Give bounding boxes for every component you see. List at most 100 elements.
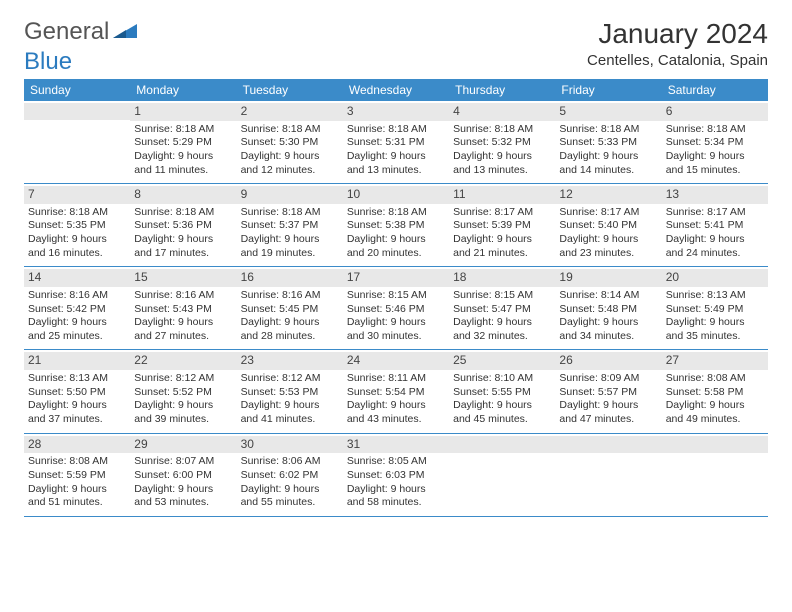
day-cell: 11Sunrise: 8:17 AMSunset: 5:39 PMDayligh… xyxy=(449,184,555,266)
daylight-text: Daylight: 9 hours and 55 minutes. xyxy=(241,483,339,510)
day-info: Sunrise: 8:18 AMSunset: 5:36 PMDaylight:… xyxy=(134,206,232,261)
sunset-text: Sunset: 5:47 PM xyxy=(453,303,551,317)
sunrise-text: Sunrise: 8:12 AM xyxy=(134,372,232,386)
week-row: 21Sunrise: 8:13 AMSunset: 5:50 PMDayligh… xyxy=(24,350,768,433)
sunset-text: Sunset: 5:30 PM xyxy=(241,136,339,150)
sunrise-text: Sunrise: 8:06 AM xyxy=(241,455,339,469)
day-cell: 4Sunrise: 8:18 AMSunset: 5:32 PMDaylight… xyxy=(449,101,555,183)
sunset-text: Sunset: 5:41 PM xyxy=(666,219,764,233)
sunset-text: Sunset: 5:57 PM xyxy=(559,386,657,400)
daylight-text: Daylight: 9 hours and 49 minutes. xyxy=(666,399,764,426)
logo-text-general: General xyxy=(24,18,109,46)
day-info: Sunrise: 8:15 AMSunset: 5:47 PMDaylight:… xyxy=(453,289,551,344)
day-info: Sunrise: 8:17 AMSunset: 5:39 PMDaylight:… xyxy=(453,206,551,261)
day-info: Sunrise: 8:18 AMSunset: 5:33 PMDaylight:… xyxy=(559,123,657,178)
day-cell: 2Sunrise: 8:18 AMSunset: 5:30 PMDaylight… xyxy=(237,101,343,183)
day-info: Sunrise: 8:08 AMSunset: 5:58 PMDaylight:… xyxy=(666,372,764,427)
day-number: 3 xyxy=(343,103,449,121)
sunset-text: Sunset: 5:43 PM xyxy=(134,303,232,317)
daylight-text: Daylight: 9 hours and 19 minutes. xyxy=(241,233,339,260)
daylight-text: Daylight: 9 hours and 32 minutes. xyxy=(453,316,551,343)
logo-triangle-icon xyxy=(113,20,139,45)
day-info: Sunrise: 8:16 AMSunset: 5:42 PMDaylight:… xyxy=(28,289,126,344)
daylight-text: Daylight: 9 hours and 45 minutes. xyxy=(453,399,551,426)
day-number: 25 xyxy=(449,352,555,370)
sunset-text: Sunset: 5:46 PM xyxy=(347,303,445,317)
day-cell: 17Sunrise: 8:15 AMSunset: 5:46 PMDayligh… xyxy=(343,267,449,349)
logo: General xyxy=(24,18,141,46)
day-number: 1 xyxy=(130,103,236,121)
day-number: 14 xyxy=(24,269,130,287)
sunrise-text: Sunrise: 8:08 AM xyxy=(28,455,126,469)
sunset-text: Sunset: 5:54 PM xyxy=(347,386,445,400)
day-cell: 30Sunrise: 8:06 AMSunset: 6:02 PMDayligh… xyxy=(237,434,343,516)
sunrise-text: Sunrise: 8:18 AM xyxy=(347,123,445,137)
weekday-header: Saturday xyxy=(662,79,768,101)
daylight-text: Daylight: 9 hours and 16 minutes. xyxy=(28,233,126,260)
day-number: 7 xyxy=(24,186,130,204)
logo-text-blue: Blue xyxy=(24,48,72,75)
sunrise-text: Sunrise: 8:17 AM xyxy=(559,206,657,220)
sunset-text: Sunset: 5:49 PM xyxy=(666,303,764,317)
sunrise-text: Sunrise: 8:18 AM xyxy=(134,123,232,137)
day-number: 31 xyxy=(343,436,449,454)
day-info: Sunrise: 8:15 AMSunset: 5:46 PMDaylight:… xyxy=(347,289,445,344)
daylight-text: Daylight: 9 hours and 11 minutes. xyxy=(134,150,232,177)
sunrise-text: Sunrise: 8:11 AM xyxy=(347,372,445,386)
day-info: Sunrise: 8:18 AMSunset: 5:35 PMDaylight:… xyxy=(28,206,126,261)
sunrise-text: Sunrise: 8:05 AM xyxy=(347,455,445,469)
day-info: Sunrise: 8:08 AMSunset: 5:59 PMDaylight:… xyxy=(28,455,126,510)
daylight-text: Daylight: 9 hours and 25 minutes. xyxy=(28,316,126,343)
daylight-text: Daylight: 9 hours and 37 minutes. xyxy=(28,399,126,426)
sunrise-text: Sunrise: 8:17 AM xyxy=(453,206,551,220)
location: Centelles, Catalonia, Spain xyxy=(587,52,768,69)
sunset-text: Sunset: 5:55 PM xyxy=(453,386,551,400)
day-number: 23 xyxy=(237,352,343,370)
day-cell: 23Sunrise: 8:12 AMSunset: 5:53 PMDayligh… xyxy=(237,350,343,432)
day-info: Sunrise: 8:17 AMSunset: 5:40 PMDaylight:… xyxy=(559,206,657,261)
daylight-text: Daylight: 9 hours and 21 minutes. xyxy=(453,233,551,260)
sunrise-text: Sunrise: 8:13 AM xyxy=(28,372,126,386)
title-block: January 2024 Centelles, Catalonia, Spain xyxy=(587,18,768,69)
sunrise-text: Sunrise: 8:08 AM xyxy=(666,372,764,386)
day-number: 13 xyxy=(662,186,768,204)
sunset-text: Sunset: 5:34 PM xyxy=(666,136,764,150)
weeks-container: 1Sunrise: 8:18 AMSunset: 5:29 PMDaylight… xyxy=(24,101,768,517)
day-number: 4 xyxy=(449,103,555,121)
day-info: Sunrise: 8:13 AMSunset: 5:50 PMDaylight:… xyxy=(28,372,126,427)
sunrise-text: Sunrise: 8:10 AM xyxy=(453,372,551,386)
sunset-text: Sunset: 5:31 PM xyxy=(347,136,445,150)
day-cell: 15Sunrise: 8:16 AMSunset: 5:43 PMDayligh… xyxy=(130,267,236,349)
day-cell: 31Sunrise: 8:05 AMSunset: 6:03 PMDayligh… xyxy=(343,434,449,516)
sunset-text: Sunset: 5:35 PM xyxy=(28,219,126,233)
day-info: Sunrise: 8:10 AMSunset: 5:55 PMDaylight:… xyxy=(453,372,551,427)
sunset-text: Sunset: 5:42 PM xyxy=(28,303,126,317)
day-cell: 7 Sunrise: 8:18 AMSunset: 5:35 PMDaylight… xyxy=(24,184,130,266)
day-cell: 5Sunrise: 8:18 AMSunset: 5:33 PMDaylight… xyxy=(555,101,661,183)
day-number: 22 xyxy=(130,352,236,370)
sunset-text: Sunset: 5:59 PM xyxy=(28,469,126,483)
day-number xyxy=(555,436,661,453)
weekday-header-row: Sunday Monday Tuesday Wednesday Thursday… xyxy=(24,79,768,101)
month-title: January 2024 xyxy=(587,18,768,50)
calendar: Sunday Monday Tuesday Wednesday Thursday… xyxy=(24,79,768,517)
sunset-text: Sunset: 5:36 PM xyxy=(134,219,232,233)
sunrise-text: Sunrise: 8:18 AM xyxy=(453,123,551,137)
weekday-header: Monday xyxy=(130,79,236,101)
sunrise-text: Sunrise: 8:18 AM xyxy=(28,206,126,220)
day-number: 15 xyxy=(130,269,236,287)
sunrise-text: Sunrise: 8:14 AM xyxy=(559,289,657,303)
day-number: 9 xyxy=(237,186,343,204)
day-cell: 19Sunrise: 8:14 AMSunset: 5:48 PMDayligh… xyxy=(555,267,661,349)
day-info: Sunrise: 8:12 AMSunset: 5:52 PMDaylight:… xyxy=(134,372,232,427)
weekday-header: Tuesday xyxy=(237,79,343,101)
day-number: 24 xyxy=(343,352,449,370)
sunrise-text: Sunrise: 8:18 AM xyxy=(559,123,657,137)
day-cell: 1Sunrise: 8:18 AMSunset: 5:29 PMDaylight… xyxy=(130,101,236,183)
day-cell: 21Sunrise: 8:13 AMSunset: 5:50 PMDayligh… xyxy=(24,350,130,432)
day-cell: 26Sunrise: 8:09 AMSunset: 5:57 PMDayligh… xyxy=(555,350,661,432)
sunset-text: Sunset: 5:33 PM xyxy=(559,136,657,150)
day-cell: 20Sunrise: 8:13 AMSunset: 5:49 PMDayligh… xyxy=(662,267,768,349)
day-number xyxy=(662,436,768,453)
sunset-text: Sunset: 6:03 PM xyxy=(347,469,445,483)
